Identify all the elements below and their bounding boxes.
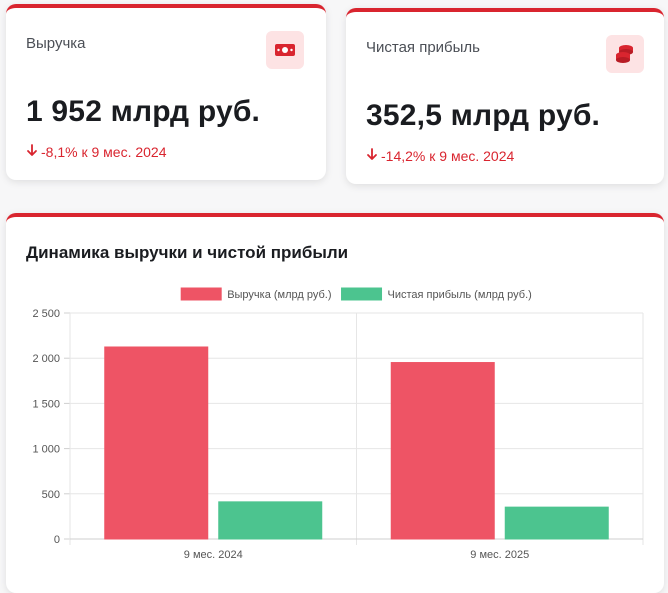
x-tick-label: 9 мес. 2025 <box>470 549 529 561</box>
revenue-card: Выручка 1 952 млрд руб. -8,1% к 9 мес. 2… <box>6 4 326 180</box>
banknote-icon <box>266 31 304 69</box>
profit-value: 352,5 млрд руб. <box>366 99 601 132</box>
y-tick-label: 500 <box>42 489 60 501</box>
x-tick-label: 9 мес. 2024 <box>184 549 243 561</box>
bar <box>390 362 495 540</box>
revenue-value: 1 952 млрд руб. <box>26 95 261 128</box>
legend-swatch <box>180 287 222 301</box>
bar <box>218 501 323 540</box>
bar-chart: 0 500 1 000 1 500 2 000 2 500 9 мес. 2024 9 мес… <box>32 287 644 561</box>
bar <box>504 506 609 540</box>
profit-card: Чистая прибыль 352,5 млрд руб. -14,2% к … <box>346 8 664 184</box>
chart-title: Динамика выручки и чистой прибыли <box>26 243 349 262</box>
y-tick-label: 1 500 <box>32 398 60 410</box>
y-tick-label: 1 000 <box>32 444 60 456</box>
legend-label: Чистая прибыль (млрд руб.) <box>388 289 532 301</box>
revenue-change: -8,1% к 9 мес. 2024 <box>26 144 167 160</box>
revenue-label: Выручка <box>26 35 86 52</box>
chart-card: Динамика выручки и чистой прибыли 0 500 1 … <box>6 213 664 593</box>
profit-label: Чистая прибыль <box>366 39 480 56</box>
arrow-down-icon <box>26 144 38 160</box>
revenue-change-text: -8,1% к 9 мес. 2024 <box>41 144 167 160</box>
y-tick-label: 0 <box>54 534 60 546</box>
coins-stack-icon <box>606 35 644 73</box>
profit-change-text: -14,2% к 9 мес. 2024 <box>381 148 515 164</box>
legend-swatch <box>341 287 383 301</box>
legend-label: Выручка (млрд руб.) <box>227 289 331 301</box>
arrow-down-icon <box>366 148 378 164</box>
bar <box>104 346 209 540</box>
y-tick-label: 2 000 <box>32 353 60 365</box>
y-tick-label: 2 500 <box>32 308 60 320</box>
profit-change: -14,2% к 9 мес. 2024 <box>366 148 514 164</box>
